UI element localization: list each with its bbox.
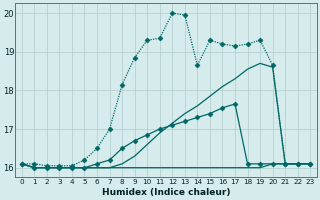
X-axis label: Humidex (Indice chaleur): Humidex (Indice chaleur) [102,188,230,197]
